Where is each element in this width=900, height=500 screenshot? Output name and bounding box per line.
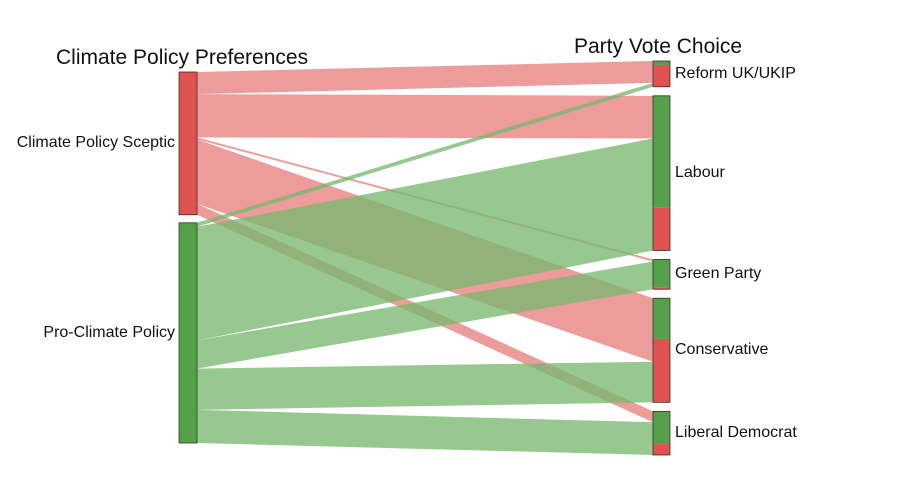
node-segment-labour bbox=[653, 95, 670, 208]
node-label-libdem: Liberal Democrat bbox=[675, 424, 797, 442]
flow-pro-to-conservative bbox=[197, 361, 653, 410]
node-segment-conservative bbox=[653, 298, 670, 339]
node-conservative bbox=[652, 297, 671, 403]
flow-sceptic-to-labour bbox=[197, 94, 653, 139]
right-column-title: Party Vote Choice bbox=[574, 35, 743, 58]
node-segment-reform bbox=[653, 64, 670, 87]
node-labour bbox=[652, 95, 671, 251]
node-pro bbox=[178, 222, 198, 444]
node-label-pro: Pro-Climate Policy bbox=[43, 323, 175, 341]
node-segment-reform bbox=[653, 61, 670, 65]
node-libdem bbox=[652, 410, 671, 456]
node-sceptic bbox=[178, 71, 198, 216]
node-label-reform: Reform UK/UKIP bbox=[675, 64, 796, 82]
node-segment-libdem bbox=[653, 444, 670, 455]
flow-pro-to-labour bbox=[197, 138, 653, 341]
node-green bbox=[652, 259, 671, 290]
node-reform bbox=[652, 60, 671, 88]
node-segment-labour bbox=[653, 207, 670, 251]
flow-pro-to-green bbox=[197, 261, 653, 369]
sankey-links bbox=[197, 61, 653, 455]
node-segment-libdem bbox=[653, 411, 670, 445]
sankey-nodes bbox=[178, 60, 671, 456]
node-label-green: Green Party bbox=[675, 265, 762, 283]
node-segment-green bbox=[653, 259, 670, 288]
node-segment-green bbox=[653, 287, 670, 290]
node-label-labour: Labour bbox=[675, 164, 725, 182]
flow-pro-to-reform bbox=[197, 82, 653, 227]
flow-pro-to-libdem bbox=[197, 409, 653, 455]
node-label-sceptic: Climate Policy Sceptic bbox=[16, 134, 175, 152]
node-segment-conservative bbox=[653, 338, 670, 403]
flow-sceptic-to-reform bbox=[197, 61, 653, 95]
node-label-conservative: Conservative bbox=[675, 341, 769, 359]
left-column-title: Climate Policy Preferences bbox=[56, 46, 309, 69]
